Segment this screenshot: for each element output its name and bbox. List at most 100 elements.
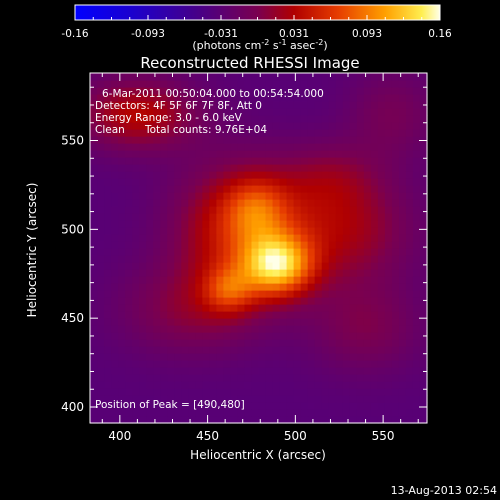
- heatmap-cell: [104, 346, 112, 354]
- colorbar-tick-label: -0.093: [131, 28, 165, 40]
- heatmap-cell: [384, 416, 393, 424]
- heatmap-cell: [104, 353, 112, 361]
- heatmap-cell: [391, 353, 400, 361]
- heatmap-cell: [153, 381, 161, 389]
- heatmap-cell: [384, 241, 393, 249]
- heatmap-cell: [202, 143, 210, 151]
- heatmap-cell: [286, 199, 295, 207]
- heatmap-cell: [202, 199, 210, 207]
- heatmap-cell: [125, 416, 133, 424]
- heatmap-cell: [335, 311, 344, 319]
- heatmap-cell: [244, 332, 253, 340]
- heatmap-cell: [377, 220, 386, 228]
- heatmap-cell: [237, 297, 246, 305]
- heatmap-cell: [244, 234, 253, 242]
- heatmap-cell: [111, 192, 119, 200]
- heatmap-cell: [328, 185, 337, 193]
- heatmap-cell: [244, 220, 253, 228]
- heatmap-cell: [153, 395, 161, 403]
- heatmap-cell: [167, 199, 175, 207]
- heatmap-cell: [293, 311, 302, 319]
- heatmap-cell: [300, 388, 309, 396]
- heatmap-cell: [377, 171, 386, 179]
- heatmap-cell: [314, 192, 323, 200]
- heatmap-cell: [335, 136, 344, 144]
- heatmap-cell: [216, 80, 224, 88]
- heatmap-cell: [286, 143, 295, 151]
- heatmap-cell: [160, 227, 168, 235]
- heatmap-cell: [223, 248, 232, 256]
- heatmap-cell: [321, 206, 330, 214]
- heatmap-cell: [181, 346, 189, 354]
- heatmap-cell: [174, 374, 182, 382]
- heatmap-cell: [412, 220, 421, 228]
- heatmap-cell: [167, 94, 175, 102]
- heatmap-cell: [363, 178, 372, 186]
- heatmap-cell: [160, 164, 168, 172]
- heatmap-cell: [209, 185, 217, 193]
- heatmap-cell: [90, 94, 98, 102]
- heatmap-cell: [97, 255, 105, 263]
- heatmap-cell: [202, 108, 210, 116]
- heatmap-cell: [356, 248, 365, 256]
- heatmap-cell: [384, 150, 393, 158]
- heatmap-cell: [181, 416, 189, 424]
- heatmap-cell: [125, 101, 133, 109]
- heatmap-cell: [272, 346, 281, 354]
- heatmap-cell: [293, 353, 302, 361]
- heatmap-cell: [153, 269, 161, 277]
- heatmap-cell: [391, 185, 400, 193]
- heatmap-cell: [230, 409, 239, 417]
- heatmap-cell: [384, 388, 393, 396]
- heatmap-cell: [391, 108, 400, 116]
- heatmap-cell: [363, 248, 372, 256]
- heatmap-cell: [216, 276, 224, 284]
- heatmap-cell: [160, 150, 168, 158]
- heatmap-cell: [97, 381, 105, 389]
- heatmap-cell: [125, 73, 133, 81]
- heatmap-cell: [272, 80, 281, 88]
- heatmap-cell: [251, 80, 260, 88]
- heatmap-cell: [244, 129, 253, 137]
- heatmap-cell: [167, 304, 175, 312]
- heatmap-cell: [230, 136, 239, 144]
- heatmap-cell: [174, 143, 182, 151]
- heatmap-cell: [258, 108, 267, 116]
- heatmap-cell: [118, 248, 126, 256]
- heatmap-cell: [419, 94, 428, 102]
- heatmap-cell: [405, 402, 414, 410]
- heatmap-cell: [237, 227, 246, 235]
- heatmap-cell: [132, 381, 140, 389]
- heatmap-cell: [244, 276, 253, 284]
- heatmap-cell: [405, 290, 414, 298]
- heatmap-cell: [405, 108, 414, 116]
- heatmap-cell: [97, 339, 105, 347]
- heatmap-cell: [405, 255, 414, 263]
- heatmap-cell: [342, 185, 351, 193]
- heatmap-cell: [391, 402, 400, 410]
- heatmap-cell: [90, 185, 98, 193]
- heatmap-cell: [412, 73, 421, 81]
- heatmap-cell: [139, 388, 147, 396]
- heatmap-cell: [321, 402, 330, 410]
- heatmap-cell: [370, 297, 379, 305]
- heatmap-cell: [125, 129, 133, 137]
- heatmap-cell: [160, 395, 168, 403]
- heatmap-cell: [216, 178, 224, 186]
- heatmap-cell: [146, 234, 154, 242]
- heatmap-cell: [328, 136, 337, 144]
- heatmap-cell: [412, 297, 421, 305]
- heatmap-cell: [300, 199, 309, 207]
- heatmap-cell: [384, 346, 393, 354]
- heatmap-cell: [314, 318, 323, 326]
- heatmap-cell: [146, 402, 154, 410]
- heatmap-cell: [230, 353, 239, 361]
- heatmap-cell: [230, 157, 239, 165]
- heatmap-cell: [286, 94, 295, 102]
- heatmap-cell: [412, 374, 421, 382]
- heatmap-cell: [118, 409, 126, 417]
- heatmap-cell: [342, 234, 351, 242]
- heatmap-cell: [321, 346, 330, 354]
- heatmap-cell: [384, 262, 393, 270]
- heatmap-cell: [174, 346, 182, 354]
